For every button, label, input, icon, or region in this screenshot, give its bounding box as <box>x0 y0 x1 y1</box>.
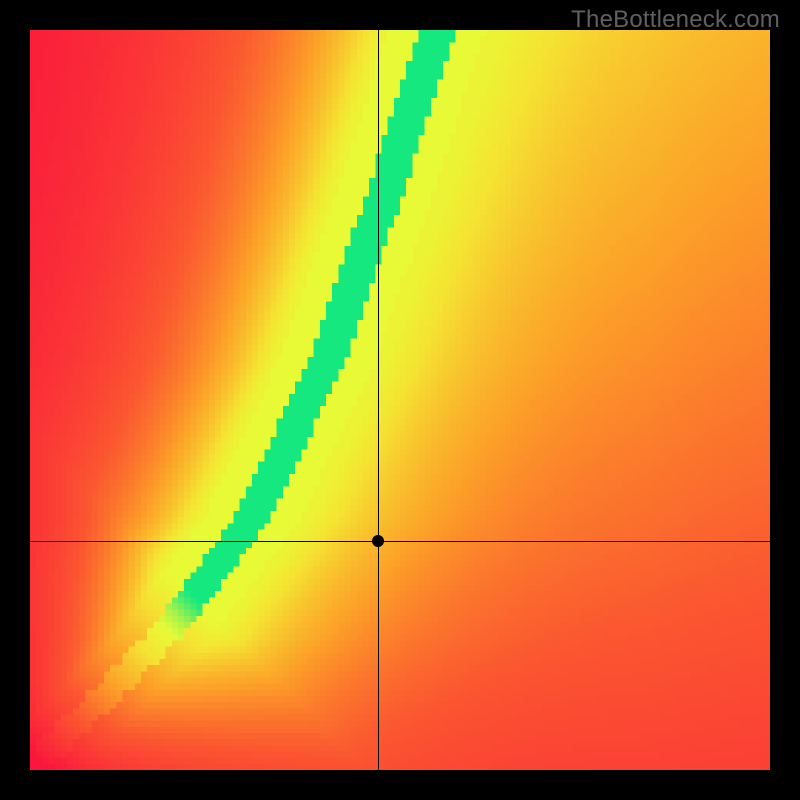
heatmap-plot <box>30 30 770 770</box>
crosshair-vertical <box>378 30 379 770</box>
crosshair-horizontal <box>30 541 770 542</box>
watermark-text: TheBottleneck.com <box>571 6 780 34</box>
data-point-marker <box>372 535 384 547</box>
